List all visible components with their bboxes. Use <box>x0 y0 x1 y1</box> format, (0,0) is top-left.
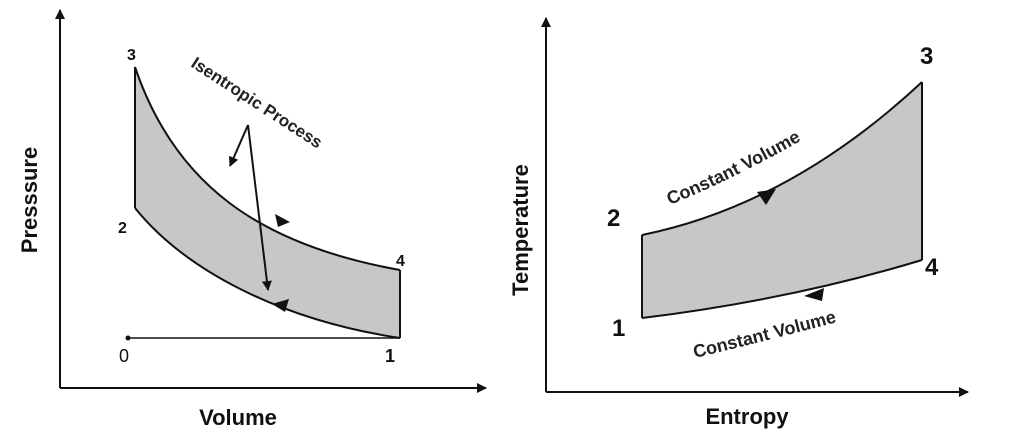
pv-annotation-arrow-lower <box>247 124 272 291</box>
pv-compression-direction-arrow <box>272 299 289 312</box>
ts-x-axis-title: Entropy <box>705 404 789 429</box>
pv-expansion-direction-arrow <box>275 214 290 227</box>
pv-point-label-2: 2 <box>118 220 127 237</box>
ts-constant-volume-cooling-curve <box>641 259 923 319</box>
pv-point-0-dot <box>125 335 131 341</box>
ts-point-label-2: 2 <box>607 205 620 232</box>
pv-annotation-arrow-upper <box>229 124 249 167</box>
ts-point-label-3: 3 <box>920 43 933 70</box>
ts-lower-curve-label: Constant Volume <box>691 307 838 362</box>
ts-lower-direction-arrow <box>804 288 824 301</box>
pv-isentropic-annotation: Isentropic Process <box>188 53 326 152</box>
pv-y-axis-title: Presssure <box>17 147 42 253</box>
pv-point-label-0: 0 <box>119 346 129 366</box>
ts-y-axis-title: Temperature <box>508 164 533 296</box>
pv-point-label-4: 4 <box>396 253 405 270</box>
pv-cycle-area <box>135 67 400 338</box>
ts-diagram: Constant Volume Constant Volume Entropy … <box>508 17 969 429</box>
ts-point-label-1: 1 <box>612 315 625 342</box>
pv-point-label-3: 3 <box>127 47 136 64</box>
pv-diagram: Isentropic Process Volume Presssure 3 2 … <box>17 9 487 430</box>
pv-x-axis-title: Volume <box>199 405 277 430</box>
ts-upper-direction-arrow <box>757 189 776 205</box>
pv-isentropic-expansion-curve <box>134 66 401 271</box>
pv-isentropic-compression-curve <box>134 207 401 339</box>
ts-point-label-4: 4 <box>925 254 939 281</box>
ts-constant-volume-heating-curve <box>641 81 923 236</box>
pv-point-label-1: 1 <box>385 346 395 366</box>
